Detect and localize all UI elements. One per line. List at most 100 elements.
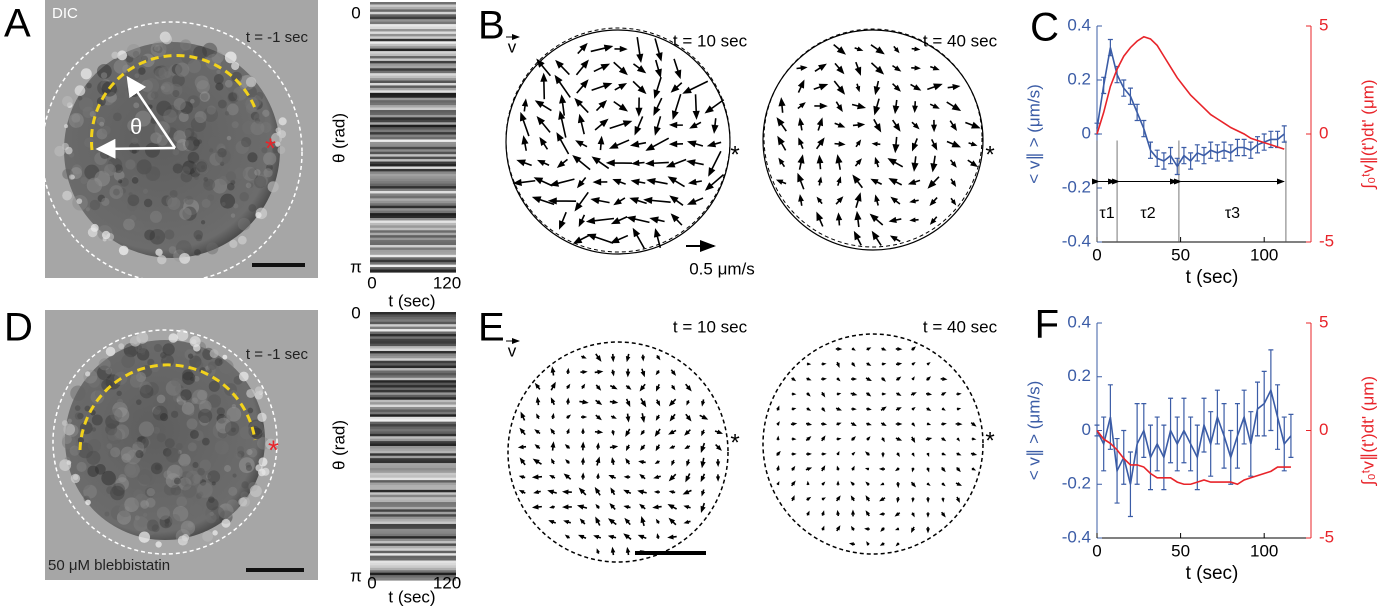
flow-arrow bbox=[608, 161, 632, 166]
texture bbox=[160, 413, 168, 421]
flow-arrow bbox=[912, 527, 914, 531]
flow-arrow bbox=[912, 378, 913, 380]
vector-field bbox=[520, 348, 975, 555]
kymograph bbox=[370, 312, 456, 581]
cell-outline bbox=[508, 342, 728, 562]
flow-arrow bbox=[668, 160, 686, 167]
texture bbox=[76, 462, 86, 472]
flow-arrow bbox=[852, 453, 854, 454]
flow-arrow bbox=[611, 489, 614, 494]
texture bbox=[140, 385, 154, 399]
texture bbox=[203, 177, 208, 182]
flow-arrow bbox=[627, 399, 630, 405]
texture bbox=[144, 199, 152, 207]
marker: * bbox=[730, 429, 739, 456]
flow-arrow bbox=[928, 468, 929, 471]
flow-arrow bbox=[931, 198, 937, 205]
flow-arrow bbox=[927, 512, 928, 515]
texture bbox=[90, 111, 96, 117]
texture bbox=[185, 136, 199, 150]
flow-arrow bbox=[610, 536, 616, 538]
flow-arrow bbox=[780, 99, 785, 113]
flow-arrow bbox=[930, 67, 937, 70]
texture bbox=[70, 446, 80, 456]
flow-arrow bbox=[564, 506, 572, 509]
texture bbox=[229, 240, 237, 248]
texture bbox=[194, 249, 201, 256]
flow-arrow bbox=[926, 438, 930, 440]
texture bbox=[65, 147, 73, 155]
flow-arrow bbox=[626, 386, 630, 389]
texture bbox=[157, 255, 166, 264]
texture bbox=[179, 464, 193, 478]
texture bbox=[215, 440, 229, 454]
flow-arrow bbox=[896, 423, 900, 425]
flow-arrow bbox=[791, 423, 795, 425]
texture bbox=[232, 121, 239, 128]
texture bbox=[164, 229, 174, 239]
kymo-tick: 0 bbox=[351, 3, 360, 22]
texture bbox=[188, 442, 197, 451]
kymo-ylabel: θ (rad) bbox=[329, 420, 348, 470]
texture bbox=[222, 355, 227, 360]
texture bbox=[155, 249, 162, 256]
flow-arrow bbox=[637, 97, 642, 114]
texture bbox=[144, 78, 160, 94]
flow-arrow bbox=[715, 431, 721, 433]
flow-arrow bbox=[592, 198, 609, 203]
flow-arrow bbox=[582, 444, 584, 451]
flow-arrow bbox=[814, 85, 826, 90]
flow-arrow bbox=[534, 460, 541, 464]
texture bbox=[125, 89, 134, 98]
flow-arrow bbox=[671, 123, 683, 127]
flow-arrow bbox=[518, 160, 531, 165]
flow-arrow bbox=[893, 120, 900, 130]
texture bbox=[250, 485, 262, 497]
flow-arrow bbox=[552, 460, 554, 464]
texture bbox=[227, 136, 231, 140]
flow-arrow bbox=[867, 543, 868, 545]
x-axis-label: t (sec) bbox=[1186, 563, 1239, 584]
flow-arrow bbox=[797, 66, 806, 69]
flow-arrow bbox=[866, 408, 869, 409]
flow-arrow bbox=[655, 38, 662, 59]
texture bbox=[248, 204, 256, 212]
flow-arrow bbox=[612, 459, 614, 465]
flow-arrow bbox=[611, 140, 629, 148]
texture bbox=[140, 500, 149, 509]
texture bbox=[165, 448, 180, 463]
texture bbox=[238, 218, 251, 231]
flow-arrow bbox=[576, 99, 588, 112]
texture bbox=[221, 519, 230, 528]
texture bbox=[194, 230, 203, 239]
flow-arrow bbox=[866, 393, 869, 395]
flow-arrow bbox=[550, 521, 555, 523]
texture bbox=[68, 419, 72, 423]
flow-arrow bbox=[881, 348, 884, 349]
flow-arrow bbox=[894, 137, 899, 151]
flow-arrow bbox=[581, 356, 584, 357]
texture bbox=[80, 177, 87, 184]
flow-arrow bbox=[855, 48, 862, 50]
flow-arrow bbox=[615, 84, 625, 90]
panel-label: A bbox=[4, 2, 31, 46]
time-label: t = 10 sec bbox=[673, 317, 748, 336]
flow-arrow bbox=[610, 446, 616, 448]
flow-arrow bbox=[932, 120, 936, 130]
flow-arrow bbox=[957, 438, 958, 440]
texture bbox=[228, 92, 237, 101]
flow-arrow bbox=[951, 179, 955, 185]
texture bbox=[186, 408, 194, 416]
texture bbox=[69, 174, 74, 179]
flow-arrow bbox=[927, 497, 928, 501]
kymo-tick: 0 bbox=[351, 303, 360, 322]
texture bbox=[212, 530, 217, 535]
mode-label: DIC bbox=[52, 5, 78, 22]
texture bbox=[182, 484, 196, 498]
flow-arrow bbox=[686, 430, 691, 435]
flow-arrow bbox=[806, 468, 810, 470]
texture bbox=[78, 96, 82, 100]
flow-arrow bbox=[612, 370, 614, 375]
flow-arrow bbox=[671, 446, 675, 447]
flow-arrow bbox=[875, 81, 879, 93]
